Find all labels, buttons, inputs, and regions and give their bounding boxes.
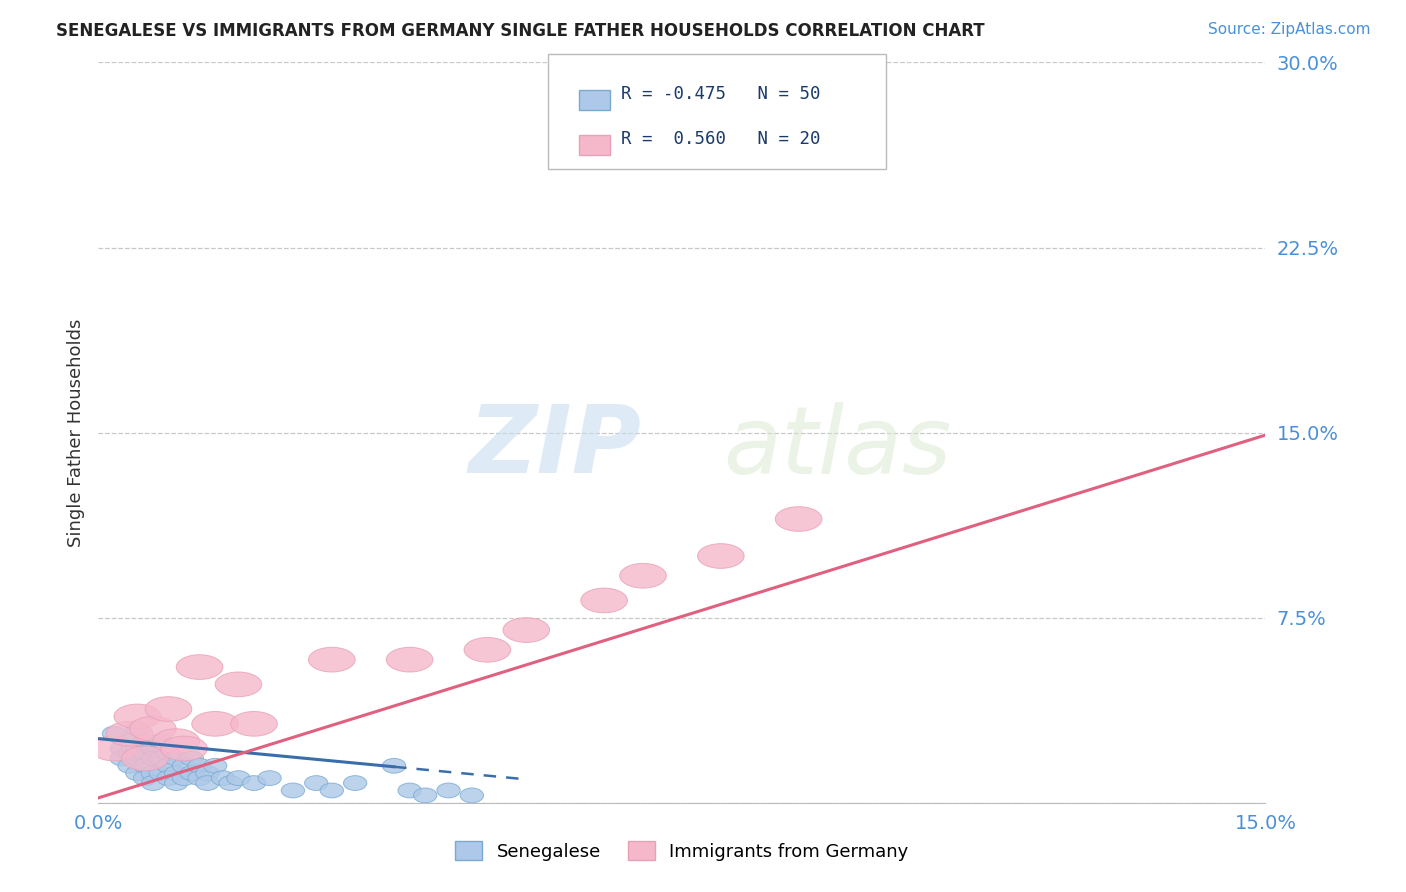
Y-axis label: Single Father Households: Single Father Households (66, 318, 84, 547)
Ellipse shape (149, 765, 173, 780)
Ellipse shape (110, 741, 134, 756)
Ellipse shape (125, 751, 149, 765)
Ellipse shape (134, 771, 157, 786)
Ellipse shape (204, 758, 226, 773)
Ellipse shape (157, 771, 180, 786)
Ellipse shape (134, 734, 157, 748)
Ellipse shape (413, 788, 437, 803)
Ellipse shape (165, 776, 188, 790)
Ellipse shape (620, 564, 666, 588)
Ellipse shape (180, 751, 204, 765)
Ellipse shape (165, 765, 188, 780)
Ellipse shape (141, 741, 165, 756)
Ellipse shape (118, 758, 141, 773)
Ellipse shape (134, 758, 157, 773)
Ellipse shape (219, 776, 242, 790)
Ellipse shape (176, 655, 224, 680)
Ellipse shape (122, 746, 169, 771)
Ellipse shape (141, 776, 165, 790)
Ellipse shape (387, 648, 433, 672)
Ellipse shape (141, 751, 165, 765)
Ellipse shape (160, 736, 207, 761)
Ellipse shape (173, 771, 195, 786)
Ellipse shape (231, 712, 277, 736)
Text: R = -0.475   N = 50: R = -0.475 N = 50 (621, 85, 821, 103)
Ellipse shape (581, 588, 627, 613)
Ellipse shape (321, 783, 343, 797)
Ellipse shape (398, 783, 422, 797)
Ellipse shape (149, 734, 173, 748)
Ellipse shape (125, 765, 149, 780)
Ellipse shape (257, 771, 281, 786)
Ellipse shape (382, 758, 406, 773)
Ellipse shape (464, 638, 510, 662)
Text: R =  0.560   N = 20: R = 0.560 N = 20 (621, 130, 821, 148)
Ellipse shape (343, 776, 367, 790)
Ellipse shape (118, 746, 141, 761)
Ellipse shape (180, 765, 204, 780)
Ellipse shape (114, 704, 160, 729)
Ellipse shape (107, 722, 153, 746)
Ellipse shape (125, 722, 149, 736)
Text: ZIP: ZIP (468, 401, 641, 493)
Ellipse shape (188, 771, 211, 786)
Ellipse shape (437, 783, 460, 797)
Ellipse shape (157, 758, 180, 773)
Ellipse shape (90, 736, 138, 761)
Text: atlas: atlas (723, 402, 950, 493)
Text: Source: ZipAtlas.com: Source: ZipAtlas.com (1208, 22, 1371, 37)
Ellipse shape (195, 776, 219, 790)
Ellipse shape (165, 751, 188, 765)
Ellipse shape (125, 741, 149, 756)
Text: SENEGALESE VS IMMIGRANTS FROM GERMANY SINGLE FATHER HOUSEHOLDS CORRELATION CHART: SENEGALESE VS IMMIGRANTS FROM GERMANY SI… (56, 22, 984, 40)
Ellipse shape (110, 751, 134, 765)
Ellipse shape (153, 729, 200, 754)
Ellipse shape (211, 771, 235, 786)
Ellipse shape (191, 712, 239, 736)
Ellipse shape (141, 765, 165, 780)
Ellipse shape (103, 726, 125, 741)
Ellipse shape (226, 771, 250, 786)
Ellipse shape (195, 765, 219, 780)
Ellipse shape (129, 716, 176, 741)
Ellipse shape (305, 776, 328, 790)
Ellipse shape (242, 776, 266, 790)
Legend: Senegalese, Immigrants from Germany: Senegalese, Immigrants from Germany (449, 834, 915, 868)
Ellipse shape (281, 783, 305, 797)
Ellipse shape (503, 617, 550, 642)
Ellipse shape (215, 672, 262, 697)
Ellipse shape (460, 788, 484, 803)
Ellipse shape (149, 751, 173, 765)
Ellipse shape (134, 746, 157, 761)
Ellipse shape (145, 697, 191, 722)
Ellipse shape (118, 734, 141, 748)
Ellipse shape (775, 507, 823, 532)
Ellipse shape (173, 758, 195, 773)
Ellipse shape (188, 758, 211, 773)
Ellipse shape (697, 543, 744, 568)
Ellipse shape (157, 746, 180, 761)
Ellipse shape (308, 648, 356, 672)
